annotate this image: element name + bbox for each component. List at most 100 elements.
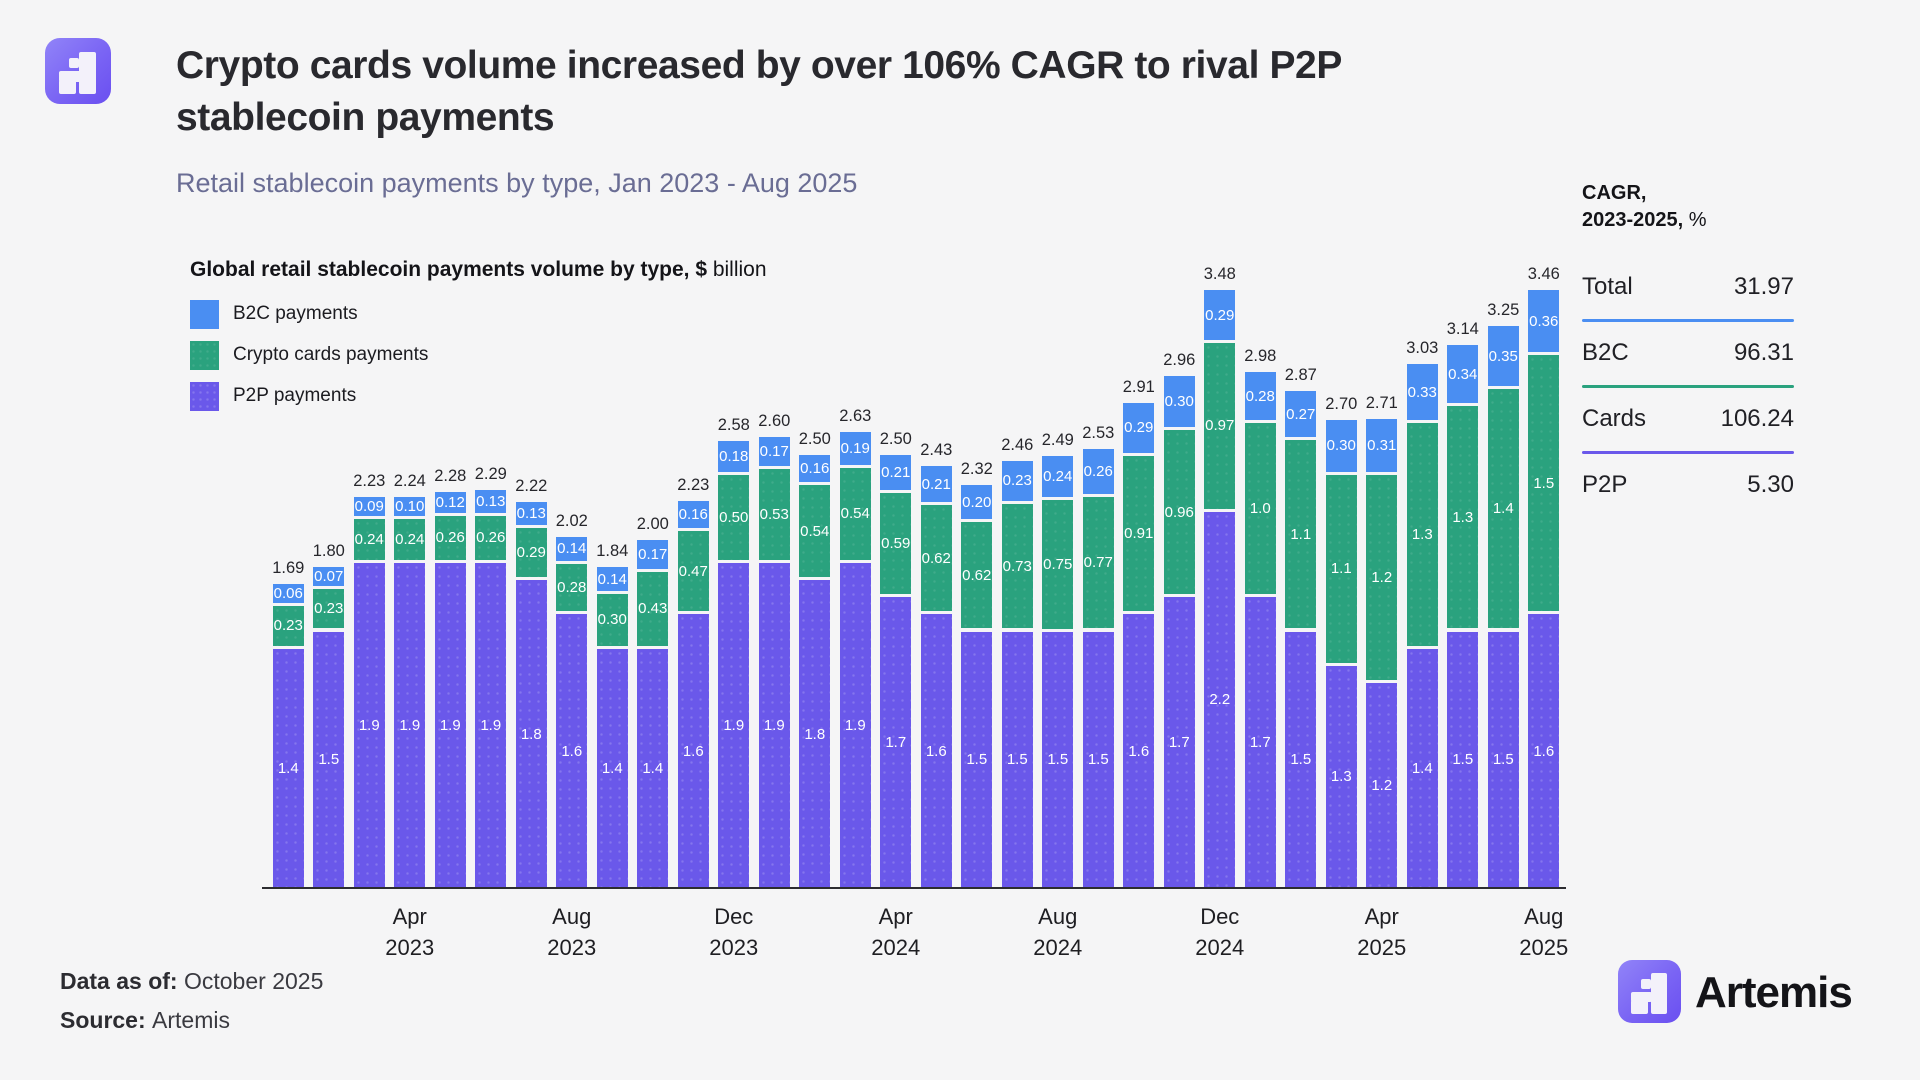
b2c-segment[interactable]: 0.18	[718, 440, 750, 472]
cards-segment[interactable]: 0.47	[677, 531, 709, 612]
b2c-segment[interactable]: 0.19	[839, 432, 871, 465]
cards-segment[interactable]: 0.73	[1001, 503, 1033, 629]
p2p-segment[interactable]: 1.5	[1487, 631, 1519, 888]
p2p-segment[interactable]: 1.5	[1285, 631, 1317, 888]
cards-segment[interactable]: 1.4	[1487, 389, 1519, 629]
p2p-segment[interactable]: 1.5	[961, 631, 993, 888]
bar-mar-2024[interactable]: 1.9 0.54 0.19 2.63	[839, 240, 871, 888]
bar-jan-2023[interactable]: 1.4 0.23 0.06 1.69	[272, 240, 304, 888]
bar-jul-2025[interactable]: 1.5 1.4 0.35 3.25	[1487, 240, 1519, 888]
b2c-segment[interactable]: 0.28	[1244, 372, 1276, 421]
b2c-segment[interactable]: 0.34	[1447, 345, 1479, 404]
p2p-segment[interactable]: 1.4	[1406, 648, 1438, 888]
cards-segment[interactable]: 0.77	[1082, 496, 1114, 629]
b2c-segment[interactable]: 0.17	[637, 540, 669, 570]
b2c-segment[interactable]: 0.16	[799, 454, 831, 482]
bar-apr-2025[interactable]: 1.2 1.2 0.31 2.71	[1366, 240, 1398, 888]
bar-jan-2024[interactable]: 1.9 0.53 0.17 2.60	[758, 240, 790, 888]
cards-segment[interactable]: 0.53	[758, 469, 790, 561]
cards-segment[interactable]: 0.75	[1042, 500, 1074, 629]
p2p-segment[interactable]: 1.8	[799, 580, 831, 888]
cards-segment[interactable]: 0.30	[596, 594, 628, 646]
cards-segment[interactable]: 0.43	[637, 572, 669, 646]
b2c-segment[interactable]: 0.30	[1325, 420, 1357, 472]
p2p-segment[interactable]: 1.4	[596, 648, 628, 888]
bar-feb-2024[interactable]: 1.8 0.54 0.16 2.50	[799, 240, 831, 888]
bar-may-2024[interactable]: 1.6 0.62 0.21 2.43	[920, 240, 952, 888]
bar-apr-2024[interactable]: 1.7 0.59 0.21 2.50	[880, 240, 912, 888]
bar-jul-2024[interactable]: 1.5 0.73 0.23 2.46	[1001, 240, 1033, 888]
cards-segment[interactable]: 1.0	[1244, 423, 1276, 595]
p2p-segment[interactable]: 1.5	[1001, 631, 1033, 888]
cards-segment[interactable]: 1.1	[1285, 440, 1317, 629]
bar-feb-2023[interactable]: 1.5 0.23 0.07 1.80	[313, 240, 345, 888]
b2c-segment[interactable]: 0.29	[1204, 290, 1236, 340]
p2p-segment[interactable]: 1.9	[475, 563, 507, 888]
p2p-segment[interactable]: 1.9	[434, 563, 466, 888]
p2p-segment[interactable]: 1.4	[637, 648, 669, 888]
p2p-segment[interactable]: 1.6	[556, 614, 588, 888]
p2p-segment[interactable]: 1.9	[758, 563, 790, 888]
b2c-segment[interactable]: 0.29	[1123, 403, 1155, 453]
cards-segment[interactable]: 0.96	[1163, 430, 1195, 595]
bar-oct-2024[interactable]: 1.6 0.91 0.29 2.91	[1123, 240, 1155, 888]
p2p-segment[interactable]: 1.9	[839, 563, 871, 888]
bar-sep-2023[interactable]: 1.4 0.30 0.14 1.84	[596, 240, 628, 888]
cards-segment[interactable]: 1.3	[1447, 406, 1479, 629]
bar-aug-2025[interactable]: 1.6 1.5 0.36 3.46	[1528, 240, 1560, 888]
bar-jul-2023[interactable]: 1.8 0.29 0.13 2.22	[515, 240, 547, 888]
p2p-segment[interactable]: 2.2	[1204, 511, 1236, 888]
cards-segment[interactable]: 0.54	[799, 484, 831, 578]
legend-item-b2c[interactable]: B2C payments	[190, 298, 428, 330]
p2p-segment[interactable]: 1.6	[677, 614, 709, 888]
bar-may-2023[interactable]: 1.9 0.26 0.12 2.28	[434, 240, 466, 888]
legend-item-cards[interactable]: Crypto cards payments	[190, 339, 428, 371]
b2c-segment[interactable]: 0.10	[394, 497, 426, 517]
bar-jun-2025[interactable]: 1.5 1.3 0.34 3.14	[1447, 240, 1479, 888]
cards-segment[interactable]: 0.23	[313, 589, 345, 629]
p2p-segment[interactable]: 1.9	[718, 563, 750, 888]
bar-sep-2024[interactable]: 1.5 0.77 0.26 2.53	[1082, 240, 1114, 888]
cards-segment[interactable]: 0.28	[556, 563, 588, 612]
p2p-segment[interactable]: 1.7	[1244, 597, 1276, 888]
bar-mar-2025[interactable]: 1.3 1.1 0.30 2.70	[1325, 240, 1357, 888]
b2c-segment[interactable]: 0.33	[1406, 363, 1438, 421]
p2p-segment[interactable]: 1.4	[272, 648, 304, 888]
p2p-segment[interactable]: 1.5	[1082, 631, 1114, 888]
cards-segment[interactable]: 0.97	[1204, 342, 1236, 509]
b2c-segment[interactable]: 0.36	[1528, 290, 1560, 352]
bar-jun-2023[interactable]: 1.9 0.26 0.13 2.29	[475, 240, 507, 888]
cards-segment[interactable]: 0.26	[475, 515, 507, 561]
cards-segment[interactable]: 0.62	[961, 522, 993, 629]
cards-segment[interactable]: 0.62	[920, 505, 952, 612]
p2p-segment[interactable]: 1.5	[313, 631, 345, 888]
b2c-segment[interactable]: 0.21	[920, 466, 952, 503]
cards-segment[interactable]: 0.26	[434, 515, 466, 561]
bar-dec-2023[interactable]: 1.9 0.50 0.18 2.58	[718, 240, 750, 888]
bar-nov-2024[interactable]: 1.7 0.96 0.30 2.96	[1163, 240, 1195, 888]
b2c-segment[interactable]: 0.06	[272, 584, 304, 604]
b2c-segment[interactable]: 0.27	[1285, 391, 1317, 438]
cards-segment[interactable]: 0.91	[1123, 455, 1155, 612]
b2c-segment[interactable]: 0.30	[1163, 375, 1195, 428]
cards-segment[interactable]: 0.54	[839, 467, 871, 561]
cards-segment[interactable]: 1.1	[1325, 474, 1357, 663]
b2c-segment[interactable]: 0.31	[1366, 418, 1398, 472]
bar-jun-2024[interactable]: 1.5 0.62 0.20 2.32	[961, 240, 993, 888]
b2c-segment[interactable]: 0.21	[880, 454, 912, 491]
b2c-segment[interactable]: 0.13	[475, 490, 507, 513]
bar-mar-2023[interactable]: 1.9 0.24 0.09 2.23	[353, 240, 385, 888]
b2c-segment[interactable]: 0.14	[556, 536, 588, 561]
cards-segment[interactable]: 1.2	[1366, 474, 1398, 680]
b2c-segment[interactable]: 0.07	[313, 567, 345, 587]
legend-item-p2p[interactable]: P2P payments	[190, 380, 428, 412]
p2p-segment[interactable]: 1.3	[1325, 665, 1357, 888]
p2p-segment[interactable]: 1.6	[920, 614, 952, 888]
b2c-segment[interactable]: 0.12	[434, 492, 466, 513]
b2c-segment[interactable]: 0.16	[677, 500, 709, 529]
p2p-segment[interactable]: 1.9	[353, 563, 385, 888]
b2c-segment[interactable]: 0.14	[596, 567, 628, 592]
cards-segment[interactable]: 1.5	[1528, 354, 1560, 612]
cards-segment[interactable]: 1.3	[1406, 423, 1438, 646]
p2p-segment[interactable]: 1.5	[1042, 631, 1074, 888]
